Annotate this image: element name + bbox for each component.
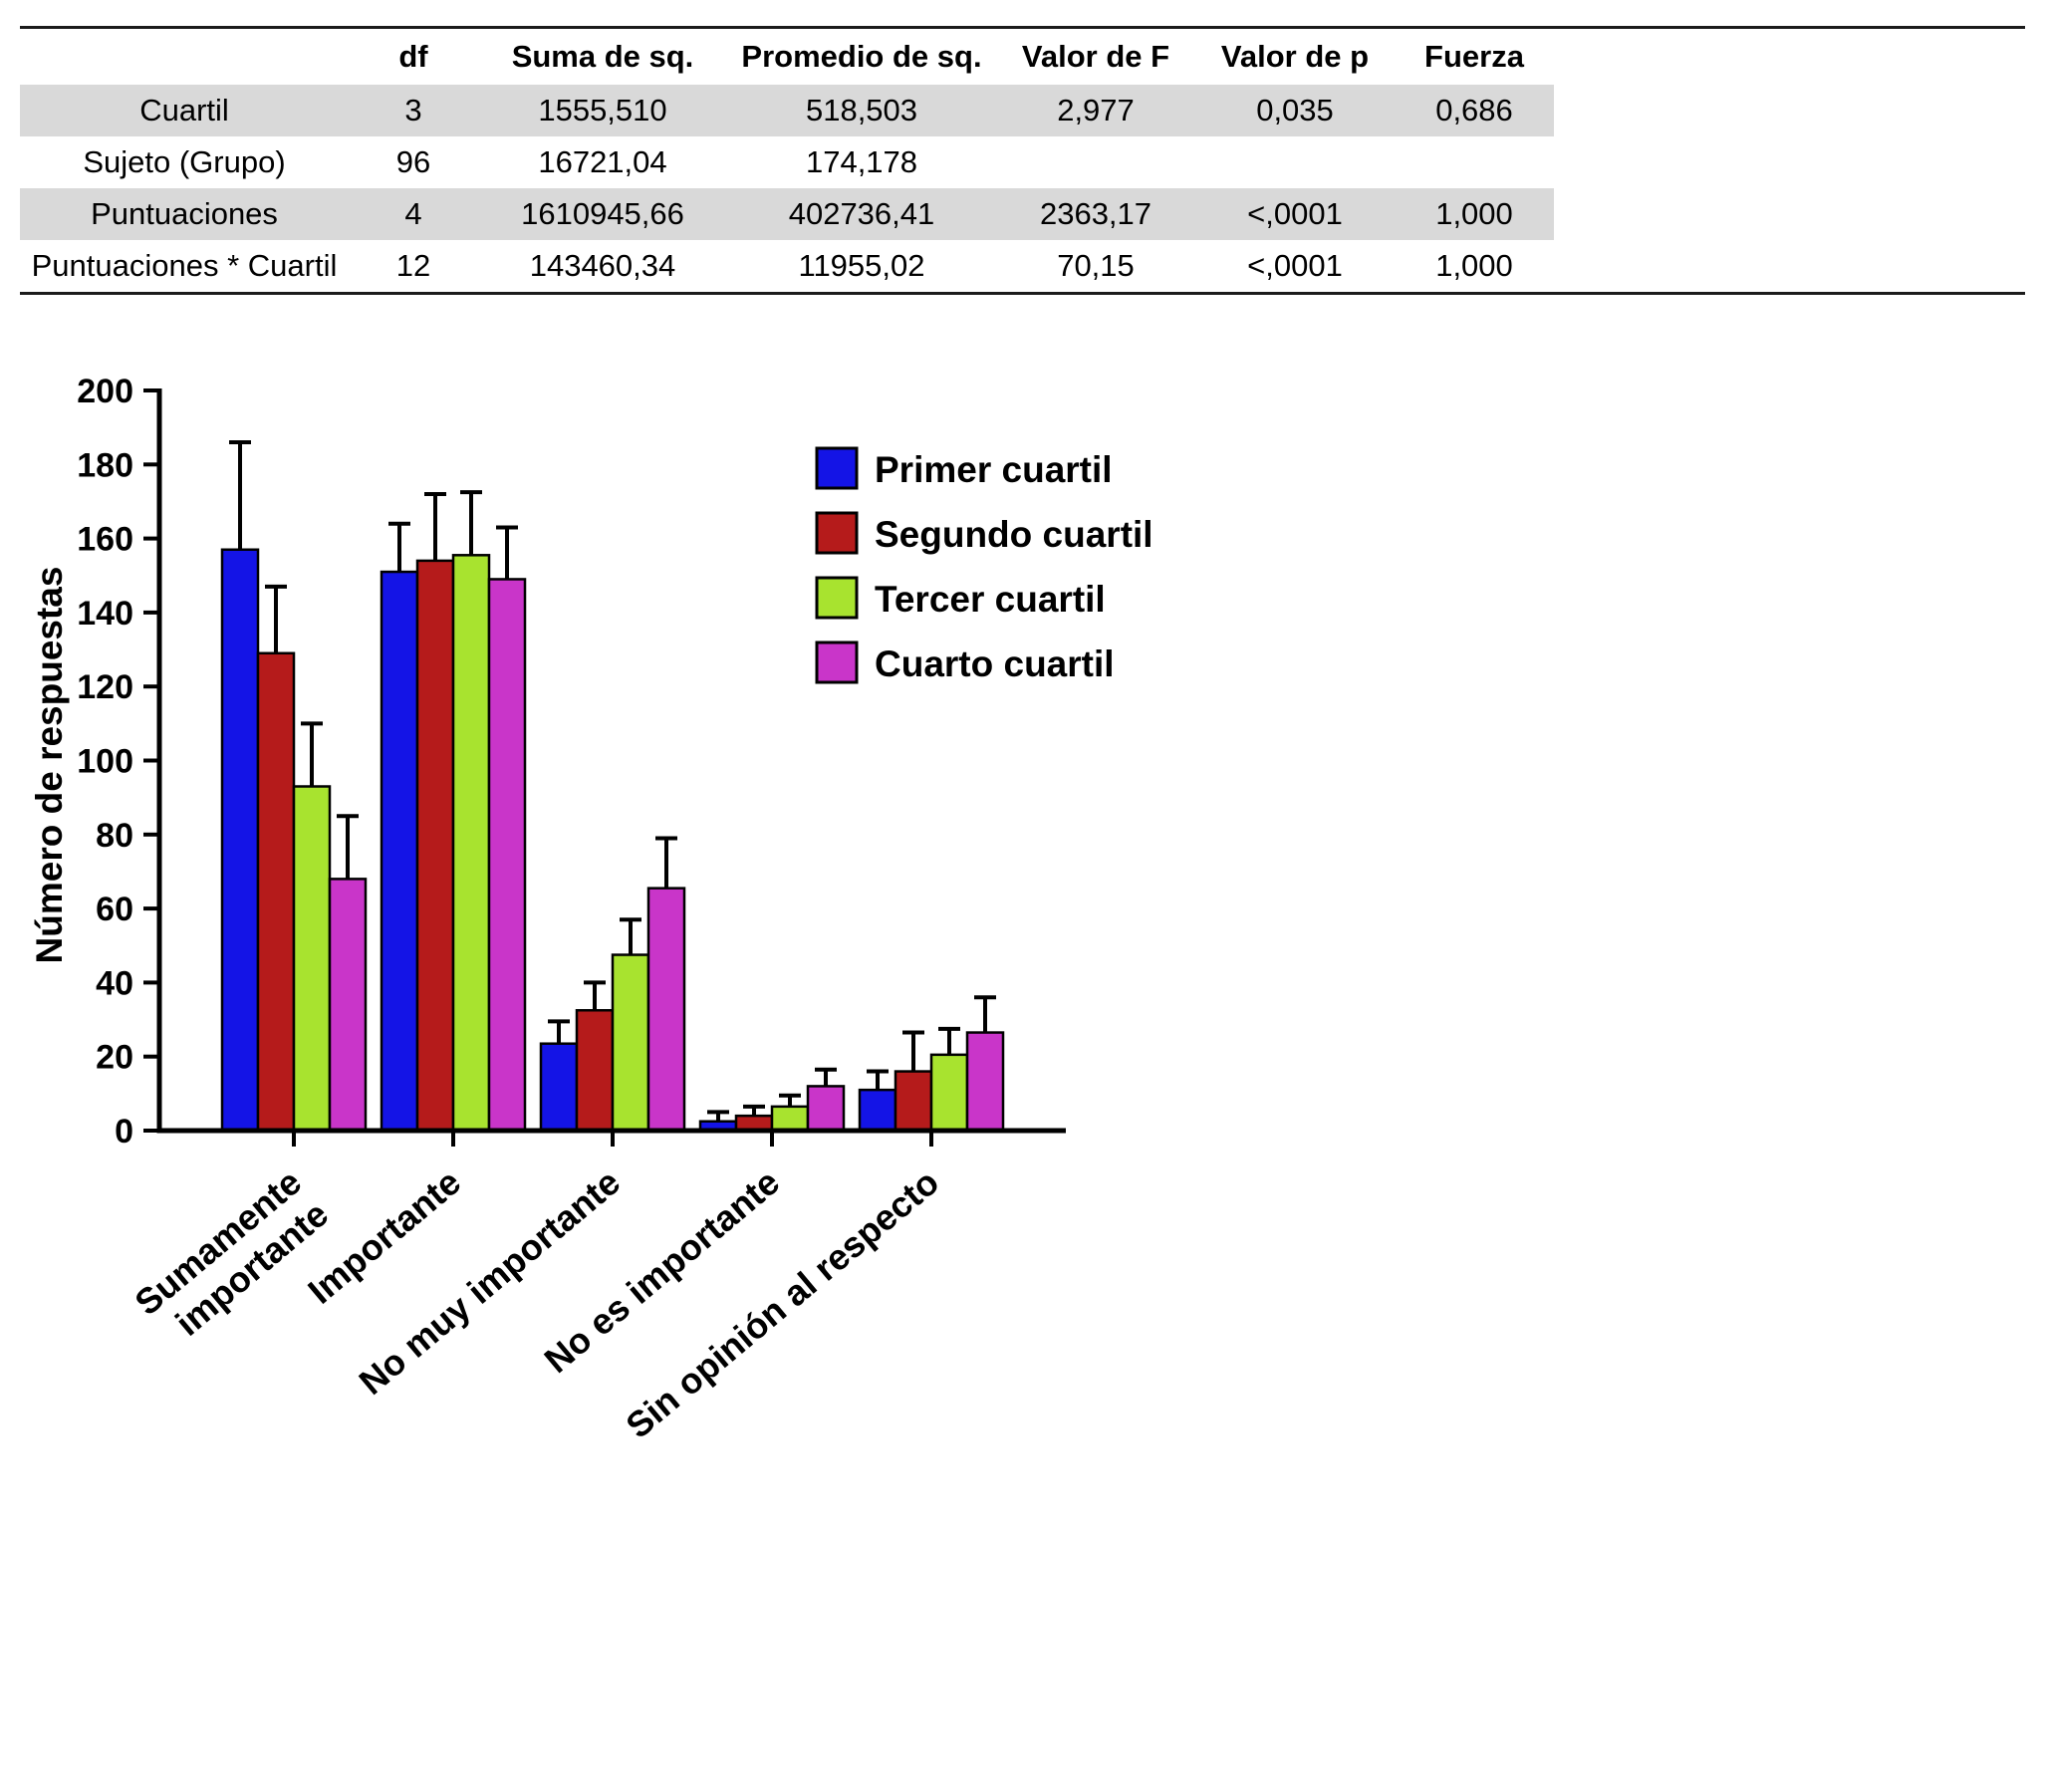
table-cell: 2363,17 — [996, 188, 1195, 240]
table-column-header: Fuerza — [1424, 39, 1524, 74]
table-bottom-rule — [20, 292, 2025, 295]
y-tick-label: 60 — [96, 891, 133, 928]
table-row-label: Sujeto (Grupo) — [83, 144, 286, 179]
table-column-header — [20, 29, 349, 85]
bar — [380, 570, 419, 1133]
table-cell: 16721,04 — [538, 144, 667, 179]
table-cell — [1395, 136, 1554, 188]
bar — [487, 578, 527, 1133]
table-cell: <,0001 — [1195, 188, 1395, 240]
table-column-header: Valor de p — [1220, 39, 1370, 74]
anova-table: df Suma de sq. Promedio de sq. Valor de F Va… — [20, 29, 1554, 292]
table-column-header: Valor de F — [1021, 39, 1170, 74]
x-category-label: Importante — [300, 1161, 468, 1312]
table-column-header: df — [398, 39, 428, 74]
table-cell: <,0001 — [1247, 248, 1343, 283]
table-cell: 1,000 — [1395, 188, 1554, 240]
legend-swatch — [815, 640, 859, 684]
bar — [965, 1031, 1005, 1133]
table-cell: 12 — [395, 248, 431, 283]
x-category-label: Sumamenteimportante — [127, 1161, 336, 1356]
bar — [770, 1105, 810, 1133]
table-cell: 3 — [349, 85, 478, 136]
legend-entry: Tercer cuartil — [815, 576, 1106, 620]
table-row-label: Cuartil — [20, 85, 349, 136]
bar — [328, 878, 368, 1133]
table-top-rule — [20, 26, 2025, 29]
bar-chart-svg: 0 20 40 60 80 100 120 140 160 180 200 Sumamenteimpo… — [29, 373, 1153, 1446]
legend-entry: Cuarto cuartil — [815, 640, 1115, 684]
y-tick-label: 0 — [115, 1113, 133, 1151]
table-cell: 0,686 — [1395, 85, 1554, 136]
bar — [806, 1085, 846, 1133]
y-tick-label: 80 — [96, 817, 133, 855]
table-row: Puntuaciones * Cuartil 12 143460,34 11955,0… — [20, 240, 1554, 292]
bar — [451, 554, 491, 1133]
table-row: Puntuaciones 4 1610945,66 402736,41 2363,17 <… — [20, 188, 1554, 240]
table-header-row: df Suma de sq. Promedio de sq. Valor de F Va… — [20, 29, 1554, 85]
bar — [929, 1053, 969, 1133]
table-column-header: Suma de sq. — [511, 39, 694, 74]
bar — [292, 785, 332, 1133]
legend-entry-label: Segundo cuartil — [875, 514, 1153, 555]
y-tick-label: 100 — [77, 743, 133, 781]
y-tick-label: 40 — [96, 964, 133, 1002]
table-cell: 143460,34 — [529, 248, 676, 283]
bar — [220, 548, 260, 1133]
table-cell: 1610945,66 — [478, 188, 727, 240]
table-body: Cuartil 3 1555,510 518,503 2,977 0,035 0,686 Su… — [20, 85, 1554, 292]
bar — [575, 1009, 615, 1133]
table-cell: 402736,41 — [727, 188, 996, 240]
bar — [539, 1042, 579, 1133]
legend-swatch — [815, 576, 859, 620]
legend-entry-label: Cuarto cuartil — [875, 643, 1115, 684]
y-tick-label: 20 — [96, 1039, 133, 1077]
table-cell: 174,178 — [805, 144, 918, 179]
table-column-header: Promedio de sq. — [741, 39, 982, 74]
table-cell — [1195, 136, 1395, 188]
legend-entry: Primer cuartil — [815, 446, 1113, 490]
table-cell: 518,503 — [727, 85, 996, 136]
table-cell: 11955,02 — [798, 248, 925, 283]
legend-entry: Segundo cuartil — [815, 511, 1153, 555]
anova-table-section: df Suma de sq. Promedio de sq. Valor de F Va… — [20, 26, 2025, 295]
y-tick-label: 180 — [77, 446, 133, 484]
table-cell: 1,000 — [1435, 248, 1513, 283]
series-cuarto-cuartil — [328, 525, 1005, 1133]
table-cell: 2,977 — [996, 85, 1195, 136]
bar — [256, 651, 296, 1133]
y-tick-label: 120 — [77, 668, 133, 706]
table-cell — [996, 136, 1195, 188]
y-tick-label: 200 — [77, 373, 133, 410]
legend: Primer cuartil Segundo cuartil Tercer cuar… — [815, 446, 1153, 684]
bar — [894, 1070, 933, 1133]
legend-entry-label: Tercer cuartil — [875, 579, 1106, 620]
bar — [611, 953, 650, 1133]
legend-swatch — [815, 511, 859, 555]
table-cell: 1555,510 — [478, 85, 727, 136]
x-category-label: Sin opinión al respecto — [618, 1161, 946, 1446]
table-row-label: Puntuaciones — [20, 188, 349, 240]
legend-swatch — [815, 446, 859, 490]
table-cell: 96 — [395, 144, 431, 179]
legend-entry-label: Primer cuartil — [875, 449, 1113, 490]
table-cell: 0,035 — [1195, 85, 1395, 136]
y-axis-title: Número de respuestas — [29, 567, 70, 964]
table-row: Sujeto (Grupo) 96 16721,04 174,178 — [20, 136, 1554, 188]
table-row: Cuartil 3 1555,510 518,503 2,977 0,035 0,686 — [20, 85, 1554, 136]
bar-chart: 0 20 40 60 80 100 120 140 160 180 200 Sumamenteimpo… — [20, 349, 1514, 1748]
y-tick-label: 140 — [77, 595, 133, 633]
x-category-label: No muy importante — [352, 1161, 629, 1403]
bar — [858, 1088, 897, 1133]
table-cell: 4 — [349, 188, 478, 240]
series-segundo-cuartil — [256, 492, 933, 1133]
bar — [646, 887, 686, 1133]
y-tick-label: 160 — [77, 521, 133, 559]
bar — [415, 559, 455, 1133]
table-row-label: Puntuaciones * Cuartil — [31, 248, 338, 283]
table-cell: 70,15 — [1057, 248, 1135, 283]
